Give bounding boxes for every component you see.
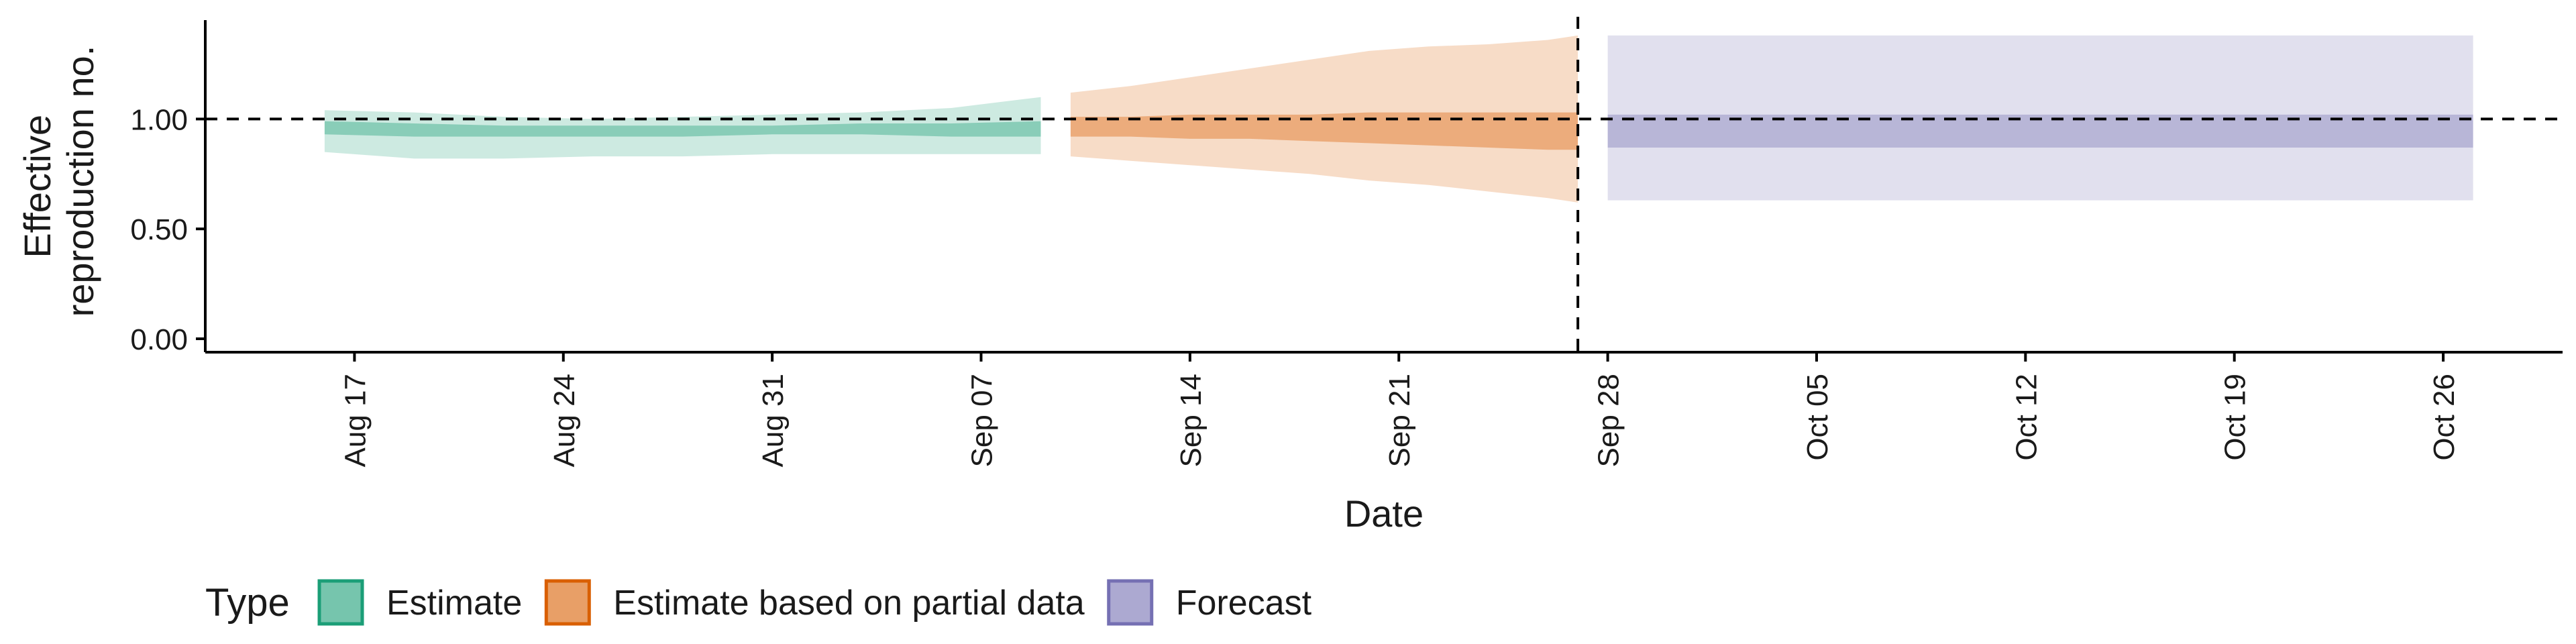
x-tick-label: Oct 26 [2428,374,2461,461]
estimate-outer-band [324,97,1041,159]
axes [204,20,2563,354]
band-layer [324,35,2473,203]
legend-label-forecast: Forecast [1176,584,1312,623]
y-axis-title: Effective reproduction no. [16,46,101,317]
y-tick-label: 0.00 [130,323,188,356]
x-tick-label: Sep 14 [1175,374,1208,467]
x-tick-label: Oct 19 [2219,374,2252,461]
legend-key-forecast [1107,579,1154,626]
x-tick-label: Oct 12 [2010,374,2043,461]
legend-label-estimate: Estimate [386,584,522,623]
legend-key-estimate [317,579,364,626]
axis-titles: Date Effective reproduction no. [16,46,1424,535]
legend-key-estimate-based-on-partial-data [544,579,591,626]
reference-lines [205,17,2563,352]
estimate-inner-band [324,121,1041,137]
x-tick-label: Aug 17 [339,374,372,467]
x-tick-label: Aug 31 [757,374,790,467]
x-tick-label: Sep 21 [1383,374,1416,467]
legend-label-estimate-based-on-partial-data: Estimate based on partial data [613,584,1085,623]
x-tick-label: Sep 07 [966,374,999,467]
x-tick-label: Oct 05 [1801,374,1834,461]
forecast-inner-band [1607,114,2473,148]
x-ticks: Aug 17 Aug 24 Aug 31 Sep 07 Sep 14 Sep 21 Sep … [339,352,2461,467]
legend-title: Type [205,581,290,625]
estimate-based-on-partial-data-inner-band [1070,112,1578,150]
y-axis-title-line-2: reproduction no. [59,46,101,317]
legend: Type Estimate Estimate based on partial d… [205,579,1312,626]
y-axis-title-line-1: Effective [16,115,58,258]
x-tick-label: Sep 28 [1593,374,1625,467]
x-tick-label: Aug 24 [548,374,581,467]
y-tick-label: 0.50 [130,213,188,246]
x-axis-title: Date [1344,492,1424,535]
y-tick-label: 1.00 [130,103,188,136]
series-estimate [324,97,1041,159]
y-ticks: 0.00 0.50 1.00 [130,103,205,356]
